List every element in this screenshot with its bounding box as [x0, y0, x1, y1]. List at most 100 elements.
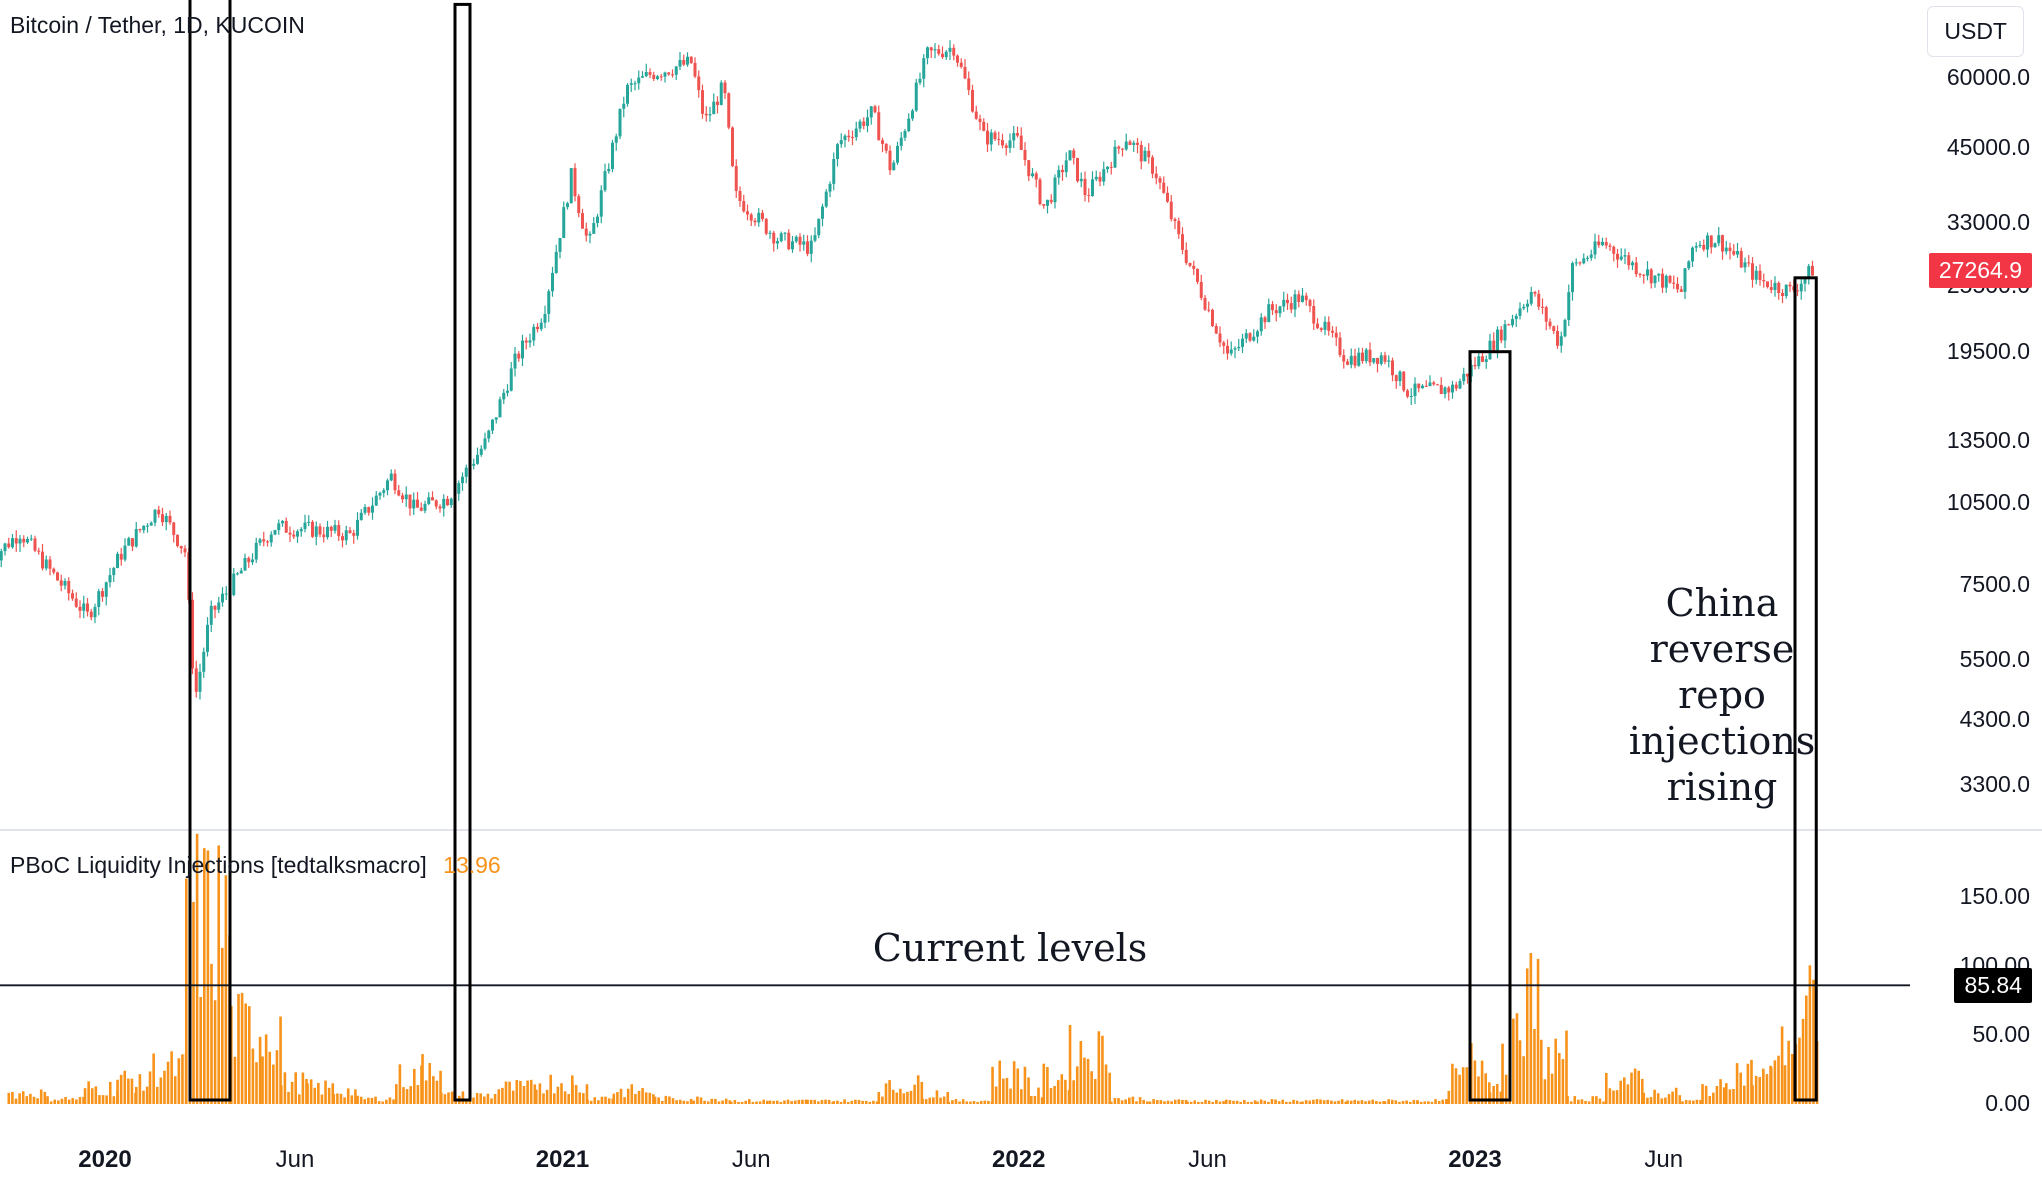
- indicator-bar: [1412, 1099, 1416, 1104]
- candle-body: [1252, 336, 1256, 341]
- indicator-bar: [1285, 1101, 1288, 1104]
- candle-body: [318, 526, 322, 535]
- candle-body: [1132, 142, 1136, 146]
- candle-body: [1177, 221, 1181, 235]
- indicator-bar: [159, 1077, 163, 1104]
- indicator-bar: [1750, 1059, 1753, 1104]
- candle-body: [149, 522, 153, 526]
- indicator-bar: [1295, 1100, 1299, 1104]
- indicator-bar: [1117, 1098, 1120, 1104]
- indicator-bar: [173, 1076, 177, 1104]
- candle-body: [487, 430, 491, 439]
- indicator-bar: [1124, 1099, 1127, 1104]
- candle-body: [1166, 192, 1169, 202]
- candle-body: [783, 232, 787, 234]
- price-tick-label: 10500.0: [1946, 488, 2030, 515]
- candle-body: [896, 145, 899, 163]
- indicator-bar: [1773, 1060, 1777, 1104]
- candle-body: [1413, 383, 1417, 397]
- indicator-bar: [21, 1091, 25, 1104]
- candle-body: [213, 605, 217, 610]
- indicator-bar: [998, 1060, 1002, 1104]
- indicator-bar: [1113, 1098, 1117, 1104]
- indicator-bar: [36, 1098, 39, 1104]
- indicator-bar: [1177, 1099, 1181, 1104]
- candle-body: [978, 118, 982, 122]
- candle-body: [637, 77, 641, 84]
- candle-body: [641, 76, 644, 78]
- candle-body: [153, 509, 157, 523]
- indicator-bar: [283, 1072, 287, 1104]
- indicator-bar: [127, 1078, 130, 1104]
- indicator-bar: [1333, 1101, 1337, 1104]
- candle-body: [1312, 306, 1316, 324]
- indicator-bar: [18, 1093, 21, 1104]
- candle-body: [551, 272, 554, 292]
- indicator-bar: [90, 1088, 94, 1104]
- indicator-bar: [1488, 1092, 1492, 1104]
- indicator-bar: [1250, 1101, 1253, 1104]
- candle-body: [1582, 258, 1586, 264]
- candle-body: [161, 514, 164, 523]
- candle-body: [3, 543, 7, 552]
- indicator-bar: [206, 850, 210, 1104]
- indicator-bar: [920, 1081, 924, 1104]
- candle-body: [1248, 333, 1252, 341]
- candle-body: [611, 142, 614, 169]
- indicator-bar: [1401, 1101, 1405, 1104]
- candle-body: [971, 89, 974, 112]
- indicator-bar: [1701, 1084, 1704, 1104]
- candle-body: [476, 454, 479, 464]
- candle-body: [1353, 355, 1357, 366]
- indicator-bar: [832, 1101, 836, 1104]
- indicator-bar: [1437, 1101, 1441, 1104]
- indicator-bar: [1656, 1093, 1660, 1104]
- indicator-bar: [983, 1100, 987, 1104]
- candle-body: [712, 101, 716, 115]
- indicator-bar: [1138, 1097, 1142, 1104]
- price-candles: [0, 40, 1814, 700]
- indicator-bar: [432, 1076, 435, 1104]
- indicator-bar: [881, 1096, 884, 1104]
- indicator-bar: [1053, 1086, 1056, 1104]
- candle-body: [1601, 241, 1604, 246]
- indicator-bar: [578, 1092, 582, 1104]
- indicator-bar: [775, 1100, 779, 1104]
- candle-body: [194, 668, 198, 692]
- indicator-bar: [1337, 1100, 1340, 1104]
- indicator-bar: [1458, 1074, 1461, 1104]
- candle-body: [1046, 199, 1049, 206]
- price-tick-label: 13500.0: [1946, 427, 2030, 454]
- indicator-bar: [895, 1092, 899, 1104]
- candle-body: [644, 72, 648, 77]
- candle-body: [1068, 150, 1072, 161]
- candle-body: [431, 497, 434, 501]
- candle-body: [1203, 297, 1207, 310]
- candle-body: [502, 392, 506, 400]
- indicator-bar: [83, 1088, 87, 1104]
- candle-body: [1503, 324, 1507, 341]
- candle-body: [131, 538, 134, 547]
- candle-body: [806, 241, 809, 254]
- indicator-bar: [644, 1092, 648, 1104]
- candle-body: [1173, 219, 1177, 222]
- indicator-bar: [872, 1100, 875, 1104]
- candle-body: [1668, 275, 1672, 283]
- currency-button[interactable]: USDT: [1927, 6, 2024, 57]
- candle-body: [1462, 373, 1466, 382]
- candle-body: [1586, 257, 1589, 259]
- china-annotation-line: China: [1665, 581, 1779, 625]
- candle-body: [1593, 241, 1597, 255]
- candle-body: [164, 515, 168, 523]
- candle-body: [1394, 375, 1398, 382]
- indicator-bar: [1090, 1071, 1093, 1104]
- candle-body: [697, 76, 701, 91]
- candle-body: [176, 534, 179, 546]
- indicator-bar: [119, 1074, 123, 1104]
- candle-body: [764, 218, 768, 234]
- candle-body: [776, 241, 779, 244]
- indicator-bar: [1595, 1096, 1598, 1104]
- candle-body: [1811, 265, 1814, 276]
- indicator-bar: [1434, 1099, 1437, 1104]
- candle-body: [341, 536, 344, 541]
